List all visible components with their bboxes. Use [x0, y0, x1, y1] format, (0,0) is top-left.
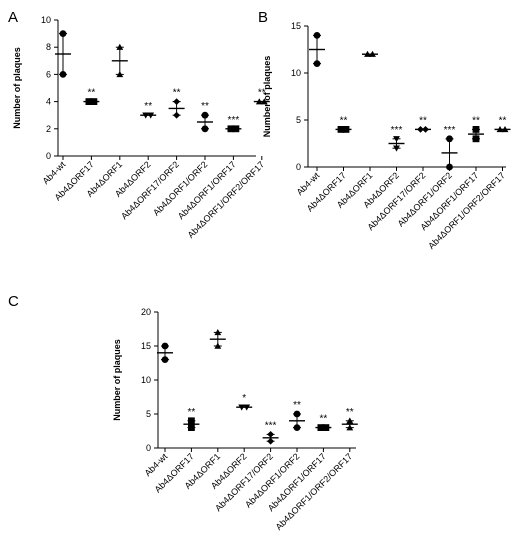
data-point — [161, 342, 169, 350]
data-point — [472, 135, 480, 143]
data-point — [346, 417, 354, 424]
data-point — [188, 417, 195, 425]
data-point — [267, 431, 274, 438]
data-point — [364, 50, 371, 57]
significance-label: *** — [444, 125, 456, 136]
significance-label: ** — [201, 101, 209, 112]
y-tick-label: 10 — [41, 15, 51, 25]
panel-label: A — [8, 9, 18, 26]
significance-label: ** — [320, 414, 328, 425]
data-point — [393, 136, 400, 143]
data-point — [232, 125, 240, 133]
data-point — [59, 30, 67, 37]
data-point — [116, 43, 124, 50]
data-point — [59, 71, 67, 78]
y-axis-label: Number of plaques — [262, 56, 272, 138]
data-point — [90, 98, 98, 105]
data-point — [147, 112, 155, 119]
category-label: Ab4-wt — [41, 159, 68, 186]
data-point — [161, 356, 169, 363]
significance-label: ** — [346, 407, 354, 418]
y-tick-label: 2 — [46, 124, 51, 134]
data-point — [201, 111, 209, 119]
significance-label: *** — [391, 125, 403, 136]
data-point — [446, 163, 453, 171]
significance-label: ** — [258, 88, 266, 99]
data-point — [472, 126, 480, 133]
data-point — [501, 126, 509, 133]
data-point — [393, 145, 400, 152]
data-point — [85, 98, 93, 105]
y-tick-label: 15 — [291, 21, 301, 31]
panel-label: C — [8, 293, 19, 310]
data-point — [142, 112, 150, 119]
data-point — [214, 329, 222, 336]
y-tick-label: 0 — [46, 151, 51, 161]
data-point — [173, 98, 180, 105]
y-tick-label: 6 — [46, 69, 51, 79]
data-point — [293, 410, 301, 418]
y-axis-label: Number of plaques — [112, 339, 122, 421]
y-tick-label: 4 — [46, 97, 51, 107]
data-point — [116, 71, 124, 78]
data-point — [346, 424, 354, 431]
significance-label: ** — [499, 115, 507, 126]
y-tick-label: 10 — [141, 375, 151, 385]
data-point — [337, 126, 345, 133]
data-point — [201, 125, 209, 133]
data-point — [422, 126, 429, 133]
significance-label: ** — [188, 407, 196, 418]
data-point — [238, 404, 246, 411]
data-point — [260, 98, 268, 105]
significance-label: ** — [340, 115, 348, 126]
y-tick-label: 0 — [146, 443, 151, 453]
data-point — [322, 424, 330, 431]
significance-label: ** — [144, 101, 152, 112]
y-tick-label: 5 — [296, 115, 301, 125]
y-tick-label: 5 — [146, 409, 151, 419]
data-point — [188, 424, 195, 431]
significance-label: ** — [419, 115, 427, 126]
significance-label: *** — [228, 115, 240, 126]
y-tick-label: 15 — [141, 341, 151, 351]
data-point — [342, 126, 350, 133]
data-point — [173, 111, 180, 119]
significance-label: *** — [265, 420, 277, 431]
significance-label: ** — [88, 88, 96, 99]
data-point — [293, 424, 301, 431]
data-point — [496, 126, 504, 133]
y-axis-label: Number of plaques — [12, 47, 22, 129]
data-point — [313, 60, 321, 67]
data-point — [317, 424, 325, 431]
significance-label: ** — [293, 400, 301, 411]
panel-label: B — [258, 9, 268, 26]
data-point — [227, 125, 235, 133]
y-tick-label: 8 — [46, 42, 51, 52]
data-point — [313, 32, 321, 39]
data-point — [369, 50, 376, 57]
data-point — [243, 404, 251, 411]
data-point — [267, 437, 274, 445]
y-tick-label: 10 — [291, 68, 301, 78]
y-tick-label: 20 — [141, 307, 151, 317]
y-tick-label: 0 — [296, 162, 301, 172]
data-point — [255, 98, 263, 105]
significance-label: ** — [173, 88, 181, 99]
data-point — [446, 135, 453, 143]
significance-label: * — [242, 393, 246, 404]
data-point — [417, 126, 424, 133]
significance-label: ** — [472, 115, 480, 126]
data-point — [214, 342, 222, 349]
